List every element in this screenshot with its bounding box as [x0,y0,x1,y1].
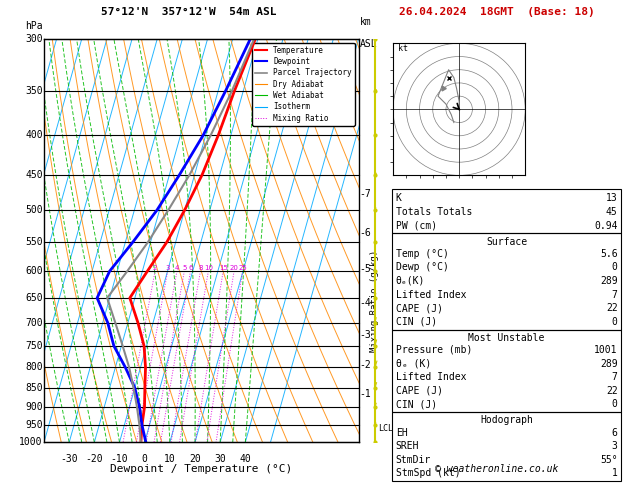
Text: Dewp (°C): Dewp (°C) [396,262,448,272]
Text: 10: 10 [164,454,175,464]
Text: 2: 2 [153,265,157,271]
Text: 55°: 55° [600,455,618,465]
Text: 57°12'N  357°12'W  54m ASL: 57°12'N 357°12'W 54m ASL [101,7,277,17]
Text: 13: 13 [606,193,618,203]
Text: 550: 550 [25,237,43,247]
Text: 7: 7 [612,290,618,299]
Text: Surface: Surface [486,237,527,246]
Text: 700: 700 [25,318,43,328]
Text: 0: 0 [612,317,618,327]
Text: 3: 3 [165,265,170,271]
Text: 350: 350 [25,86,43,96]
Text: -10: -10 [111,454,128,464]
Text: 22: 22 [606,386,618,396]
Text: Lifted Index: Lifted Index [396,372,466,382]
Text: CAPE (J): CAPE (J) [396,386,443,396]
Text: 1: 1 [612,469,618,478]
Text: 8: 8 [198,265,203,271]
Text: 10: 10 [204,265,213,271]
Text: 6: 6 [612,428,618,437]
Text: 300: 300 [25,34,43,44]
Text: kt: kt [398,44,408,53]
Text: 1001: 1001 [594,345,618,355]
Text: 15: 15 [219,265,228,271]
Text: ASL: ASL [360,39,377,49]
Text: Temp (°C): Temp (°C) [396,249,448,259]
Text: EH: EH [396,428,408,437]
Text: CIN (J): CIN (J) [396,399,437,409]
Text: -20: -20 [86,454,103,464]
Text: Mixing Ratio (g/kg): Mixing Ratio (g/kg) [370,250,379,352]
Text: 450: 450 [25,170,43,180]
Text: 25: 25 [238,265,247,271]
Text: 5.6: 5.6 [600,249,618,259]
Text: Lifted Index: Lifted Index [396,290,466,299]
Text: 950: 950 [25,420,43,430]
Text: 5: 5 [182,265,187,271]
Text: 0.94: 0.94 [594,221,618,230]
Text: θₑ(K): θₑ(K) [396,276,425,286]
Text: 26.04.2024  18GMT  (Base: 18): 26.04.2024 18GMT (Base: 18) [399,7,595,17]
Text: 850: 850 [25,383,43,393]
Text: 4: 4 [175,265,179,271]
Text: 289: 289 [600,359,618,368]
Text: 600: 600 [25,266,43,276]
Text: PW (cm): PW (cm) [396,221,437,230]
Text: θₑ (K): θₑ (K) [396,359,431,368]
Text: hPa: hPa [25,21,43,31]
Text: 0: 0 [612,399,618,409]
Text: -5: -5 [360,264,372,274]
Text: 45: 45 [606,207,618,217]
Text: StmDir: StmDir [396,455,431,465]
Text: 40: 40 [240,454,251,464]
Text: Dewpoint / Temperature (°C): Dewpoint / Temperature (°C) [110,464,292,474]
Text: SREH: SREH [396,441,419,451]
Text: -1: -1 [360,389,372,399]
Text: 650: 650 [25,293,43,303]
Text: 22: 22 [606,303,618,313]
Text: 800: 800 [25,363,43,372]
Text: km: km [360,17,372,27]
Text: StmSpd (kt): StmSpd (kt) [396,469,460,478]
Text: 900: 900 [25,402,43,412]
Text: CIN (J): CIN (J) [396,317,437,327]
Text: 289: 289 [600,276,618,286]
Text: Most Unstable: Most Unstable [469,333,545,343]
Text: -2: -2 [360,361,372,370]
Text: 6: 6 [188,265,192,271]
Text: 20: 20 [189,454,201,464]
Text: 1000: 1000 [19,437,43,447]
Text: 500: 500 [25,205,43,215]
Text: 30: 30 [214,454,226,464]
Text: 7: 7 [612,372,618,382]
Text: -30: -30 [60,454,78,464]
Text: Totals Totals: Totals Totals [396,207,472,217]
Text: -4: -4 [360,298,372,308]
Text: © weatheronline.co.uk: © weatheronline.co.uk [435,464,559,474]
Text: 0: 0 [142,454,148,464]
Text: Hodograph: Hodograph [480,416,533,425]
Text: LCL: LCL [379,424,393,433]
Text: -7: -7 [360,189,372,199]
Legend: Temperature, Dewpoint, Parcel Trajectory, Dry Adiabat, Wet Adiabat, Isotherm, Mi: Temperature, Dewpoint, Parcel Trajectory… [252,43,355,125]
Text: 20: 20 [230,265,238,271]
Text: 750: 750 [25,341,43,351]
Text: -3: -3 [360,330,372,340]
Text: 400: 400 [25,130,43,140]
Text: 0: 0 [612,262,618,272]
Text: Pressure (mb): Pressure (mb) [396,345,472,355]
Text: K: K [396,193,401,203]
Text: -6: -6 [360,228,372,238]
Text: CAPE (J): CAPE (J) [396,303,443,313]
Text: 3: 3 [612,441,618,451]
